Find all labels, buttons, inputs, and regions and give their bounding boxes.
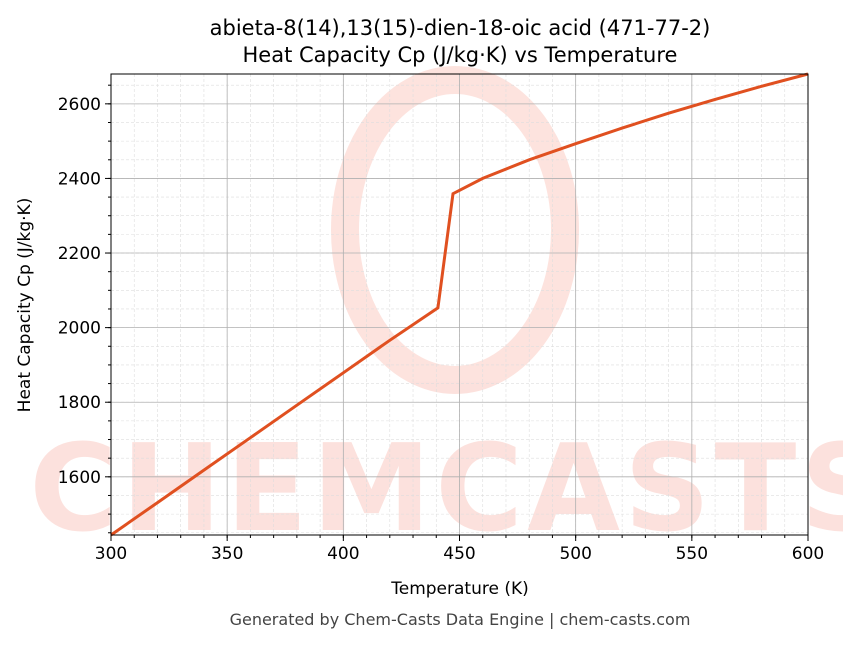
- x-tick-label: 450: [443, 544, 475, 564]
- footer-credit: Generated by Chem-Casts Data Engine | ch…: [230, 610, 691, 629]
- x-tick-label: 550: [676, 544, 708, 564]
- y-tick-label: 2000: [58, 319, 101, 339]
- y-axis-label: Heat Capacity Cp (J/kg·K): [15, 198, 35, 413]
- chart-subtitle: Heat Capacity Cp (J/kg·K) vs Temperature: [243, 43, 678, 67]
- x-tick-label: 350: [211, 544, 243, 564]
- y-tick-label: 2400: [58, 169, 101, 189]
- y-tick-label: 1600: [58, 468, 101, 488]
- chart-title: abieta-8(14),13(15)-dien-18-oic acid (47…: [210, 16, 711, 40]
- x-tick-label: 600: [792, 544, 824, 564]
- series-line: [110, 72, 809, 537]
- x-axis-label: Temperature (K): [390, 579, 529, 599]
- y-tick-label: 2600: [58, 95, 101, 115]
- plot-frame: [110, 73, 809, 536]
- x-tick-label: 300: [95, 544, 127, 564]
- x-tick-label: 400: [327, 544, 359, 564]
- y-tick-label: 1800: [58, 393, 101, 413]
- y-tick-label: 2200: [58, 244, 101, 264]
- x-tick-label: 500: [559, 544, 591, 564]
